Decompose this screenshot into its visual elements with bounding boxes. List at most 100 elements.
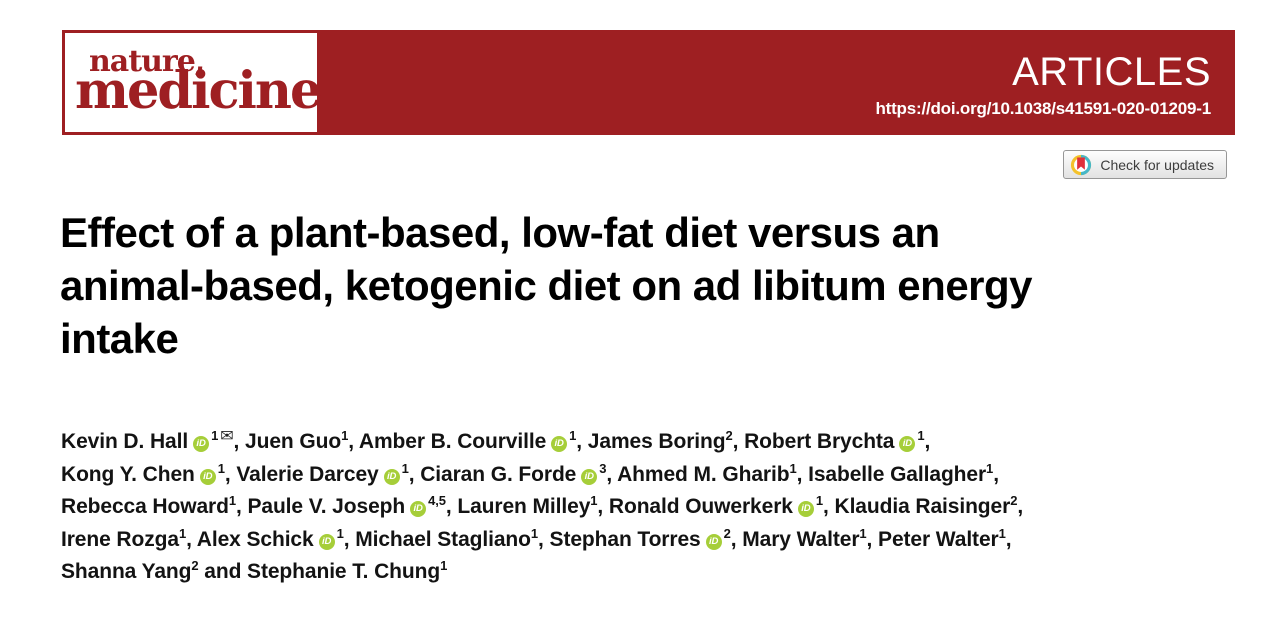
author-separator: ,: [1017, 495, 1024, 518]
affiliation-superscript: 2: [725, 428, 733, 443]
affiliation-superscript: 3: [599, 460, 607, 476]
affiliation-superscript: 1: [859, 525, 867, 541]
journal-banner: nature, medicine ARTICLES https://doi.or…: [62, 30, 1235, 135]
affiliation-superscript: 1: [440, 558, 448, 573]
author-name: Kong Y. Chen: [61, 462, 195, 486]
author-name: Paule V. Joseph: [247, 495, 406, 518]
title-line: Effect of a plant-based, low-fat diet ve…: [60, 209, 940, 256]
author-name: Amber B. Courville: [358, 430, 547, 453]
author-name: Stephanie T. Chung: [247, 560, 441, 583]
affiliation-superscript: 1: [530, 525, 539, 541]
affiliation-superscript: 1: [590, 493, 598, 508]
orcid-icon[interactable]: iD: [199, 468, 216, 485]
author-name: Irene Rozga: [61, 527, 179, 551]
author-name: Peter Walter: [878, 527, 999, 551]
author-separator: ,: [235, 495, 248, 518]
author-name: Valerie Darcey: [236, 462, 379, 486]
author-name: Mary Walter: [742, 527, 860, 551]
journal-logo-nature: nature,: [89, 44, 205, 79]
author-name: Kevin D. Hall: [61, 430, 189, 453]
author-line: Rebecca Howard1, Paule V. Joseph iD4,5, L…: [61, 491, 1221, 524]
journal-logo: nature, medicine: [65, 33, 322, 132]
check-for-updates-button[interactable]: Check for updates: [1063, 150, 1227, 179]
author-name: Michael Stagliano: [355, 527, 531, 551]
affiliation-superscript: 1: [211, 428, 219, 443]
author-line: Kong Y. Chen iD1, Valerie Darcey iD1, Ciar…: [61, 459, 1221, 492]
orcid-icon[interactable]: iD: [797, 501, 814, 518]
author-name: Isabelle Gallagher: [808, 462, 987, 486]
banner-right: ARTICLES https://doi.org/10.1038/s41591-…: [875, 30, 1211, 137]
affiliation-superscript: 1: [789, 460, 797, 476]
check-for-updates-label: Check for updates: [1100, 156, 1214, 173]
affiliation-superscript: 2: [1010, 493, 1018, 508]
badge-row: Check for updates: [1063, 150, 1227, 179]
section-label: ARTICLES: [1012, 50, 1211, 94]
author-separator: ,: [730, 527, 743, 551]
affiliation-superscript: 1: [569, 428, 577, 443]
orcid-icon[interactable]: iD: [410, 501, 427, 518]
author-separator: ,: [866, 527, 879, 551]
title-line: intake: [60, 315, 179, 362]
affiliation-superscript: 1: [217, 460, 225, 476]
affiliation-superscript: 2: [191, 558, 199, 573]
affiliation-superscript: 1: [998, 525, 1006, 541]
affiliation-superscript: 1: [336, 525, 344, 541]
orcid-icon[interactable]: iD: [318, 533, 335, 550]
orcid-icon[interactable]: iD: [193, 436, 210, 453]
author-separator: ,: [538, 527, 550, 551]
author-name: Ciaran G. Forde: [420, 462, 577, 486]
author-separator: ,: [924, 430, 931, 453]
author-name: James Boring: [587, 430, 726, 453]
author-name: Klaudia Raisinger: [834, 495, 1011, 518]
author-separator: ,: [576, 430, 588, 453]
affiliation-superscript: 1: [228, 493, 236, 508]
author-line: Kevin D. Hall iD1 ✉, Juen Guo1, Amber B. C…: [61, 426, 1221, 459]
affiliation-superscript: 1: [986, 460, 994, 476]
author-list: Kevin D. Hall iD1 ✉, Juen Guo1, Amber B. C…: [61, 426, 1221, 589]
orcid-icon[interactable]: iD: [551, 436, 568, 453]
author-separator: ,: [823, 495, 835, 518]
email-corresponding-author-icon[interactable]: ✉: [220, 428, 234, 445]
title-line: animal-based, ketogenic diet on ad libit…: [60, 262, 1033, 309]
author-separator: ,: [224, 462, 237, 486]
author-name: Ronald Ouwerkerk: [608, 495, 793, 518]
crossmark-icon: [1070, 154, 1092, 176]
doi-link[interactable]: https://doi.org/10.1038/s41591-020-01209…: [875, 99, 1211, 118]
author-separator: and: [198, 560, 248, 583]
author-separator: ,: [343, 527, 356, 551]
article-title: Effect of a plant-based, low-fat diet ve…: [60, 206, 1033, 365]
author-name: Shanna Yang: [61, 560, 192, 583]
author-separator: ,: [597, 495, 609, 518]
affiliation-superscript: 1: [917, 428, 925, 443]
author-line: Irene Rozga1, Alex Schick iD1, Michael St…: [61, 524, 1221, 557]
author-separator: ,: [993, 462, 999, 486]
affiliation-superscript: 4,5: [428, 493, 446, 508]
author-name: Robert Brychta: [744, 430, 895, 453]
affiliation-superscript: 1: [178, 525, 187, 541]
author-name: Stephan Torres: [549, 527, 701, 551]
affiliation-superscript: 1: [815, 493, 824, 508]
author-separator: ,: [732, 430, 745, 453]
journal-logo-medicine: medicine: [75, 61, 322, 121]
author-separator: ,: [348, 430, 359, 453]
orcid-icon[interactable]: iD: [899, 436, 916, 453]
author-name: Ahmed M. Gharib: [617, 462, 790, 486]
orcid-icon[interactable]: iD: [581, 468, 598, 485]
author-name: Alex Schick: [196, 527, 314, 551]
affiliation-superscript: 1: [341, 428, 349, 443]
author-separator: ,: [445, 495, 458, 518]
author-name: Lauren Milley: [457, 495, 591, 518]
author-separator: ,: [606, 462, 618, 486]
author-name: Rebecca Howard: [61, 495, 229, 518]
orcid-icon[interactable]: iD: [705, 533, 722, 550]
author-separator: ,: [1005, 527, 1012, 551]
author-separator: ,: [796, 462, 809, 486]
orcid-icon[interactable]: iD: [383, 468, 400, 485]
author-line: Shanna Yang2 and Stephanie T. Chung1: [61, 556, 1221, 589]
author-name: Juen Guo: [245, 430, 342, 453]
author-separator: ,: [186, 527, 197, 551]
affiliation-superscript: 1: [401, 460, 409, 476]
author-separator: ,: [233, 430, 246, 453]
affiliation-superscript: 2: [723, 525, 731, 541]
author-separator: ,: [408, 462, 421, 486]
